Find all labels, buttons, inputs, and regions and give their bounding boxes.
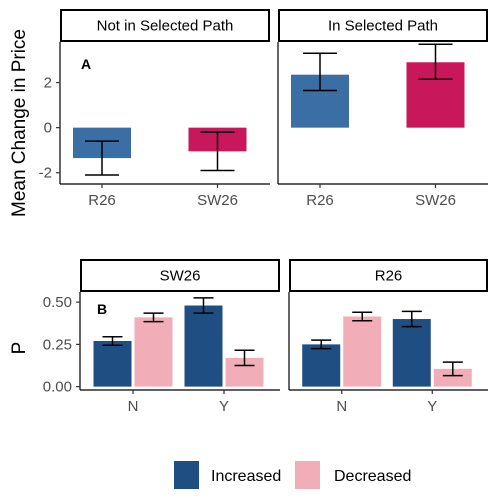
x-tick-label: R26 [88,192,116,209]
facet-strip [80,259,280,292]
y-tick-label: -2 [39,165,52,182]
facet-strip-label: In Selected Path [328,18,438,35]
facet-strip-label: Not in Selected Path [97,18,234,35]
bar [184,305,223,387]
facet-strip [289,259,488,292]
y-tick-label: 0 [44,120,52,137]
x-tick-label: R26 [306,192,334,209]
x-tick-label: N [336,398,347,415]
y-tick-label: 2 [44,75,52,92]
x-tick-label: N [128,398,139,415]
legend-swatch-decreased [295,461,320,489]
x-tick-label: SW26 [415,192,456,209]
facet-strip [278,9,488,42]
panel-tag: A [81,56,91,72]
x-tick-label: SW26 [197,192,238,209]
bar [302,344,341,387]
facet-strip [60,9,270,42]
y-tick-label: 0.50 [43,294,72,311]
x-tick-label: Y [219,398,229,415]
bar [93,341,132,387]
facet-strip-label: R26 [375,268,403,285]
bar [134,317,173,387]
bar [343,316,382,387]
bar [433,368,472,387]
x-tick-label: Y [427,398,437,415]
legend-label: Decreased [334,468,411,485]
y-axis-title: Mean Change in Price [9,29,30,217]
legend-label: Increased [211,468,281,485]
bar [392,319,431,387]
y-tick-label: 0.25 [43,336,72,353]
facet-strip-label: SW26 [160,268,201,285]
y-axis-title: P [9,342,30,355]
y-tick-label: 0.00 [43,379,72,396]
legend-swatch-increased [174,461,199,489]
panel-tag: B [97,301,107,317]
